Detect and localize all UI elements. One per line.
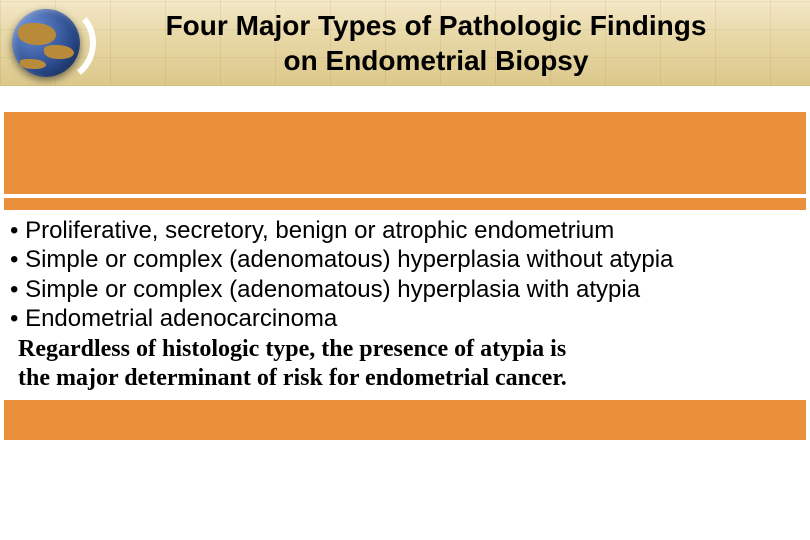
bullet-item: • Endometrial adenocarcinoma (0, 304, 810, 333)
header-content: Four Major Types of Pathologic Findings … (0, 0, 810, 86)
panel-divider (4, 194, 806, 198)
title-line-2: on Endometrial Biopsy (92, 43, 780, 78)
header-band: Four Major Types of Pathologic Findings … (0, 0, 810, 86)
bullet-item: • Simple or complex (adenomatous) hyperp… (0, 245, 810, 274)
summary-text: Regardless of histologic type, the prese… (0, 335, 810, 394)
crescent-icon (10, 0, 100, 86)
bullet-item: • Proliferative, secretory, benign or at… (0, 216, 810, 245)
globe-bullet (0, 0, 92, 86)
content-box: • Proliferative, secretory, benign or at… (0, 210, 810, 400)
title-line-1: Four Major Types of Pathologic Findings (92, 8, 780, 43)
slide-title: Four Major Types of Pathologic Findings … (92, 8, 810, 78)
bullet-item: • Simple or complex (adenomatous) hyperp… (0, 275, 810, 304)
